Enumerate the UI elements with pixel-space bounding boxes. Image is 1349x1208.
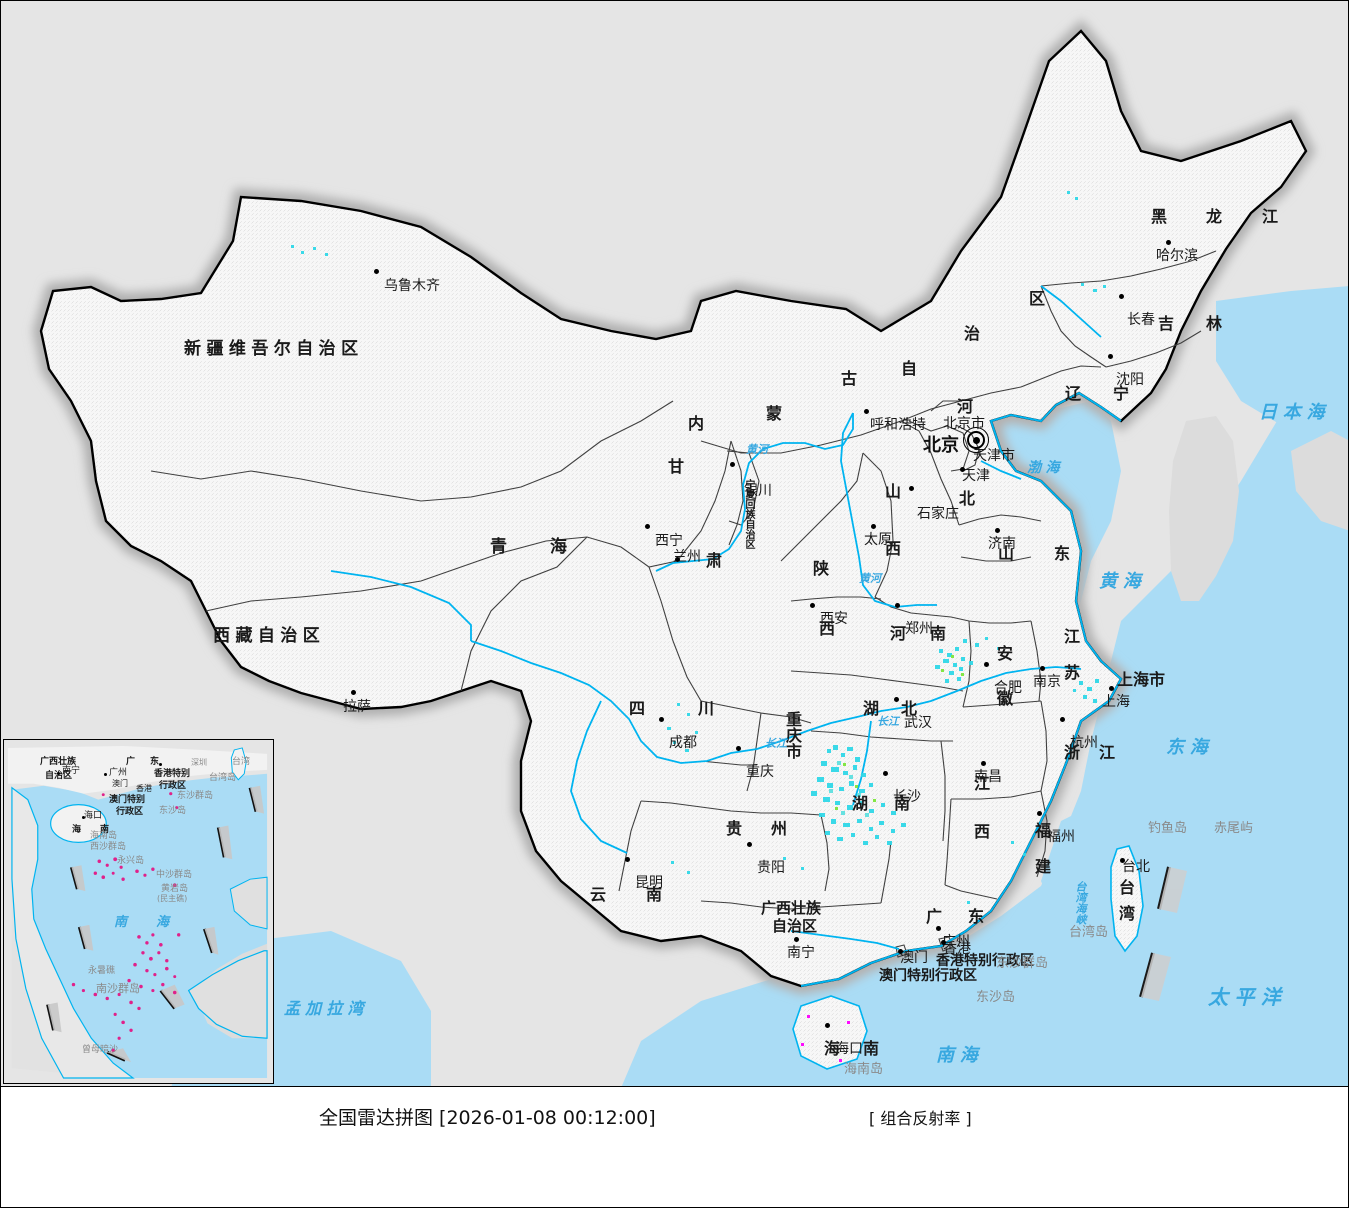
city-marker-dot	[736, 746, 741, 751]
city-marker-dot	[984, 662, 989, 667]
city-marker-dot	[1037, 811, 1042, 816]
capital-ring-icon	[963, 427, 989, 453]
city-marker-dot	[1119, 294, 1124, 299]
inset-city-dot	[82, 816, 85, 819]
city-marker-dot	[936, 926, 941, 931]
city-marker-dot	[675, 557, 680, 562]
inset-svg	[4, 740, 273, 1083]
city-marker-dot	[1040, 666, 1045, 671]
city-marker-dot	[625, 857, 630, 862]
city-marker-dot	[898, 949, 903, 954]
city-marker-dot	[883, 771, 888, 776]
city-marker-dot	[747, 842, 752, 847]
rivers	[330, 285, 1102, 950]
map-panel[interactable]: 新疆维吾尔自治区 西藏自治区青海甘肃内蒙古自治区宁夏回族自治区陕西山西河北山东河南…	[0, 0, 1349, 1087]
inset-city-dot	[57, 772, 60, 775]
city-marker-dot	[794, 937, 799, 942]
legend-product-mode: [ 组合反射率 ]	[869, 1109, 972, 1128]
city-marker-dot	[645, 524, 650, 529]
city-marker-dot	[1109, 686, 1114, 691]
city-marker-dot	[909, 486, 914, 491]
city-marker-dot	[374, 269, 379, 274]
city-marker-dot	[941, 940, 946, 945]
city-marker-dot	[1108, 354, 1113, 359]
city-marker-dot	[895, 603, 900, 608]
hainan-island	[792, 995, 868, 1070]
city-marker-dot	[825, 1023, 830, 1028]
taiwan-island	[1110, 845, 1144, 953]
city-marker-dot	[871, 524, 876, 529]
city-marker-dot	[1166, 240, 1171, 245]
city-marker-dot	[864, 409, 869, 414]
south-china-sea-inset[interactable]: 广西壮族 自治区 南宁广东广州 深圳 香港特别 行政区 澳门特别 行政区 澳门 香港 台湾 台湾岛 东沙…	[3, 739, 274, 1084]
city-marker-dot	[730, 462, 735, 467]
radar-echo-layer	[291, 191, 1106, 1062]
city-marker-dot	[1120, 858, 1125, 863]
inset-city-dot	[104, 773, 107, 776]
legend-panel: 全国雷达拼图 [2026-01-08 00:12:00] [ 组合反射率 ] d…	[0, 1087, 1349, 1208]
city-marker-dot	[810, 603, 815, 608]
city-marker-dot	[1060, 717, 1065, 722]
city-marker-dot	[960, 467, 965, 472]
inset-city-dot	[159, 763, 162, 766]
city-marker-dot	[894, 697, 899, 702]
city-marker-dot	[659, 717, 664, 722]
city-marker-dot	[351, 690, 356, 695]
nine-dash-shadow	[1141, 867, 1187, 1001]
city-marker-dot	[981, 761, 986, 766]
province-boundaries	[150, 250, 1217, 958]
city-marker-dot	[995, 528, 1000, 533]
coastline	[800, 391, 1123, 987]
legend-title: 全国雷达拼图 [2026-01-08 00:12:00]	[319, 1107, 656, 1129]
